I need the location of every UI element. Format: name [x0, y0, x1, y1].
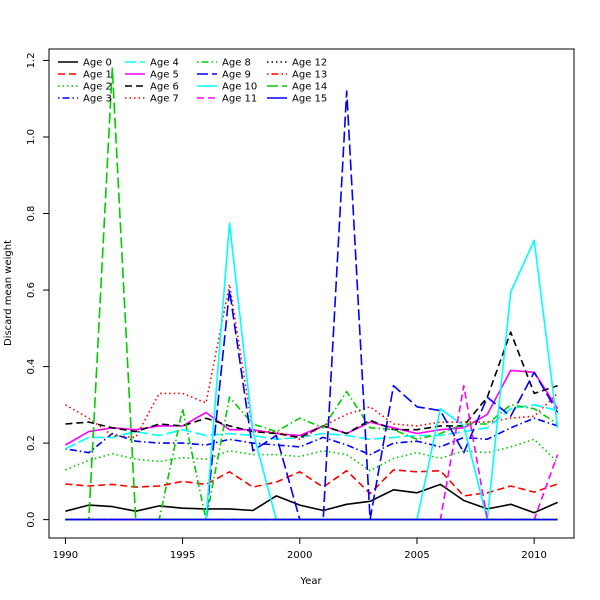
legend-label-age-14: Age 14 [292, 82, 327, 93]
legend-label-age-9: Age 9 [222, 70, 251, 81]
y-tick-label-2: 0.4 [26, 359, 37, 375]
series-line-age-4 [65, 403, 558, 450]
legend-label-age-2: Age 2 [83, 82, 112, 93]
y-tick-label-1: 0.2 [26, 435, 37, 451]
plot-frame [48, 48, 575, 539]
legend-label-age-5: Age 5 [150, 70, 179, 81]
series-layer [65, 67, 559, 521]
legend-label-age-7: Age 7 [150, 94, 179, 105]
x-tick-label-2000: 2000 [287, 550, 312, 561]
y-axis: 0.0 0.2 0.4 0.6 0.8 1.0 1.2 [26, 53, 49, 528]
x-axis: 1990 1995 2000 2005 2010 [53, 538, 547, 561]
legend-label-age-13: Age 13 [292, 70, 327, 81]
x-tick-label-2005: 2005 [404, 550, 429, 561]
x-tick-label-1995: 1995 [170, 550, 195, 561]
y-axis-title: Discard mean weight [3, 240, 14, 346]
legend-label-age-11: Age 11 [222, 94, 257, 105]
legend-label-age-8: Age 8 [222, 58, 251, 69]
y-tick-label-0: 0.0 [26, 512, 37, 528]
series-line-age-0 [65, 483, 558, 514]
y-tick-label-3: 0.6 [26, 282, 37, 298]
x-axis-title: Year [299, 576, 322, 587]
series-line-age-6 [65, 331, 558, 439]
legend-label-age-10: Age 10 [222, 82, 257, 93]
y-tick-label-6: 1.2 [26, 53, 37, 69]
series-line-age-7 [65, 283, 559, 441]
legend-label-age-4: Age 4 [150, 58, 179, 69]
legend-label-age-15: Age 15 [292, 94, 327, 105]
legend-label-age-6: Age 6 [150, 82, 179, 93]
legend-label-age-1: Age 1 [83, 70, 112, 81]
series-line-age-1 [65, 469, 558, 497]
x-tick-label-2010: 2010 [521, 550, 546, 561]
legend-label-age-3: Age 3 [83, 94, 112, 105]
x-tick-label-1990: 1990 [53, 550, 78, 561]
series-line-age-3 [65, 417, 558, 456]
y-tick-label-4: 0.8 [26, 206, 37, 222]
legend-label-age-0: Age 0 [83, 58, 112, 69]
legend-label-age-12: Age 12 [292, 58, 327, 69]
y-tick-label-5: 1.0 [26, 129, 37, 145]
